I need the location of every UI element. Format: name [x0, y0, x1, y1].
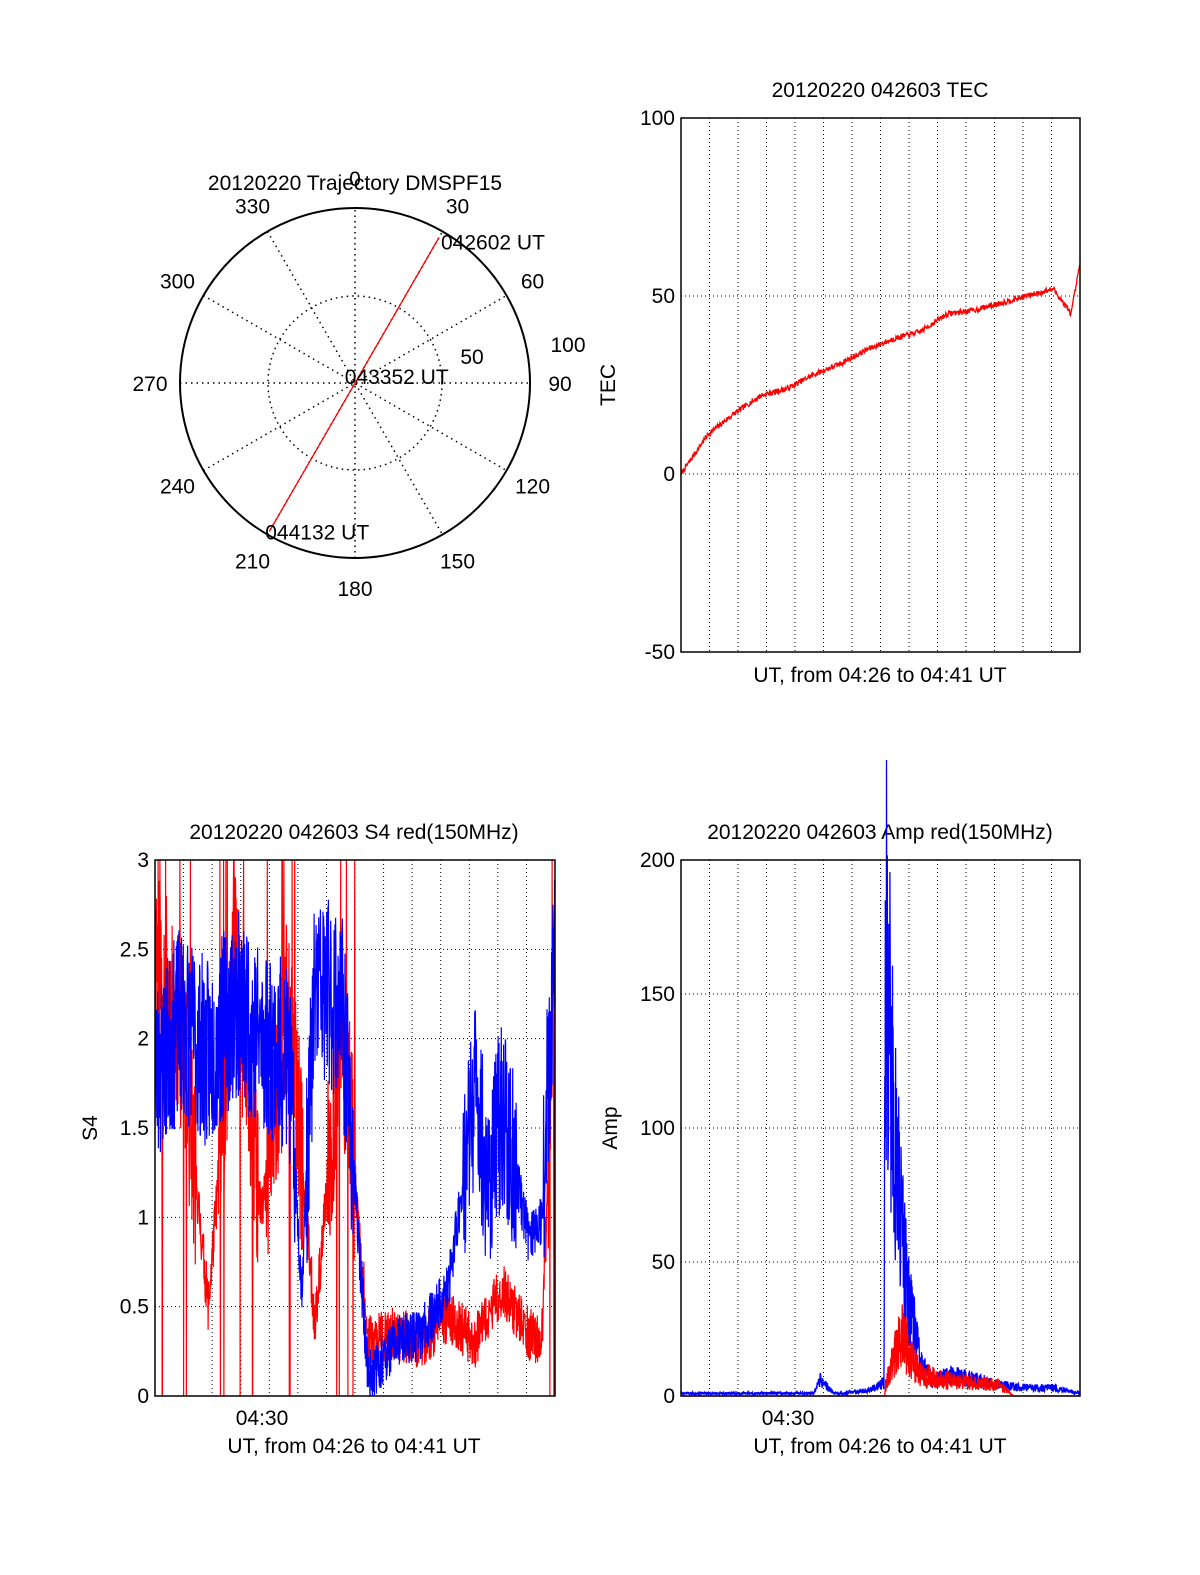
s4-y-tick-label: 0.5 [120, 1296, 149, 1319]
polar-azimuth-label: 150 [440, 551, 475, 574]
tec-y-tick-labels: 100 50 0 -50 [640, 107, 675, 664]
s4-series-group [154, 859, 556, 1397]
polar-time-label: 044132 UT [265, 522, 369, 545]
s4-x-axis-label: UT, from 04:26 to 04:41 UT [227, 1435, 480, 1458]
polar-spoke [266, 231, 444, 535]
amp-y-tick-label: 200 [640, 849, 675, 872]
amp-title: 20120220 042603 Amp red(150MHz) [707, 821, 1053, 844]
polar-radial-label-50: 50 [460, 346, 483, 369]
s4-series-blue-line [154, 880, 556, 1397]
s4-y-tick-labels: 3 2.5 2 1.5 1 0.5 0 [120, 849, 149, 1408]
s4-panel: 20120220 042603 S4 red(150MHz) 3 2.5 2 1.5 1… [79, 821, 556, 1458]
s4-y-tick-label: 1 [137, 1206, 149, 1229]
s4-y-tick-label: 1.5 [120, 1117, 149, 1140]
tec-y-axis-label: TEC [597, 364, 620, 406]
tec-title: 20120220 042603 TEC [772, 79, 989, 102]
amp-y-tick-label: 150 [640, 983, 675, 1006]
polar-azimuth-label: 330 [235, 195, 270, 218]
amp-panel: 20120220 042603 Amp red(150MHz) 200 150 10… [599, 759, 1081, 1458]
amp-x-axis-label: UT, from 04:26 to 04:41 UT [753, 1435, 1006, 1458]
polar-title: 20120220 Trajectory DMSPF15 [208, 172, 502, 195]
s4-y-tick-label: 3 [137, 849, 149, 872]
polar-azimuth-label: 270 [132, 373, 167, 396]
amp-y-tick-label: 0 [663, 1385, 675, 1408]
polar-trajectory-series: 042602 UT 043352 UT 044132 UT [265, 232, 545, 545]
polar-azimuth-label: 60 [521, 271, 544, 294]
s4-plot-frame [154, 859, 556, 1397]
polar-azimuth-labels: 0 30 60 90 120 150 180 210 240 270 300 330 [132, 168, 571, 601]
polar-time-label: 042602 UT [441, 232, 545, 255]
s4-y-tick-label: 2 [137, 1028, 149, 1051]
polar-azimuth-label: 30 [446, 195, 469, 218]
tec-y-tick-label: -50 [645, 641, 675, 664]
tec-y-tick-label: 0 [663, 463, 675, 486]
s4-x-tick-label: 04:30 [236, 1407, 289, 1430]
polar-azimuth-label: 120 [515, 476, 550, 499]
polar-grid-circle-inner [267, 295, 443, 471]
tec-x-axis-label: UT, from 04:26 to 04:41 UT [753, 664, 1006, 687]
s4-title: 20120220 042603 S4 red(150MHz) [189, 821, 518, 844]
amp-grid [681, 860, 1080, 1396]
tec-series-line [680, 264, 1081, 476]
polar-trajectory-line [268, 237, 440, 532]
amp-y-tick-label: 50 [652, 1251, 675, 1274]
tec-y-tick-label: 100 [640, 107, 675, 130]
tec-plot-frame [680, 117, 1081, 653]
s4-y-tick-label: 0 [137, 1385, 149, 1408]
tec-y-tick-label: 50 [652, 285, 675, 308]
polar-radial-label-100: 100 [550, 334, 585, 357]
amp-y-axis-label: Amp [599, 1106, 622, 1149]
polar-azimuth-label: 180 [337, 578, 372, 601]
amp-x-tick-label: 04:30 [762, 1407, 815, 1430]
s4-y-tick-label: 2.5 [120, 938, 149, 961]
polar-azimuth-label: 90 [548, 373, 571, 396]
polar-azimuth-label: 240 [160, 476, 195, 499]
tec-grid [681, 118, 1080, 652]
s4-y-axis-label: S4 [79, 1115, 102, 1141]
polar-azimuth-label: 210 [235, 551, 270, 574]
polar-spoke [203, 294, 507, 472]
polar-azimuth-label: 0 [349, 168, 361, 191]
tec-panel: 20120220 042603 TEC 100 50 0 -50 TEC UT, fr… [597, 79, 1081, 687]
polar-time-label: 043352 UT [345, 366, 449, 389]
amp-y-tick-labels: 200 150 100 50 0 [640, 849, 675, 1408]
amp-plot-frame [680, 859, 1081, 1397]
polar-azimuth-label: 300 [160, 271, 195, 294]
amp-series-blue-line [680, 759, 1081, 1397]
polar-panel: 20120220 Trajectory DMSPF15 0 30 60 90 120 15… [132, 168, 585, 601]
amp-y-tick-label: 100 [640, 1117, 675, 1140]
polar-outer-circle [179, 207, 531, 559]
polar-spoke [203, 294, 507, 472]
